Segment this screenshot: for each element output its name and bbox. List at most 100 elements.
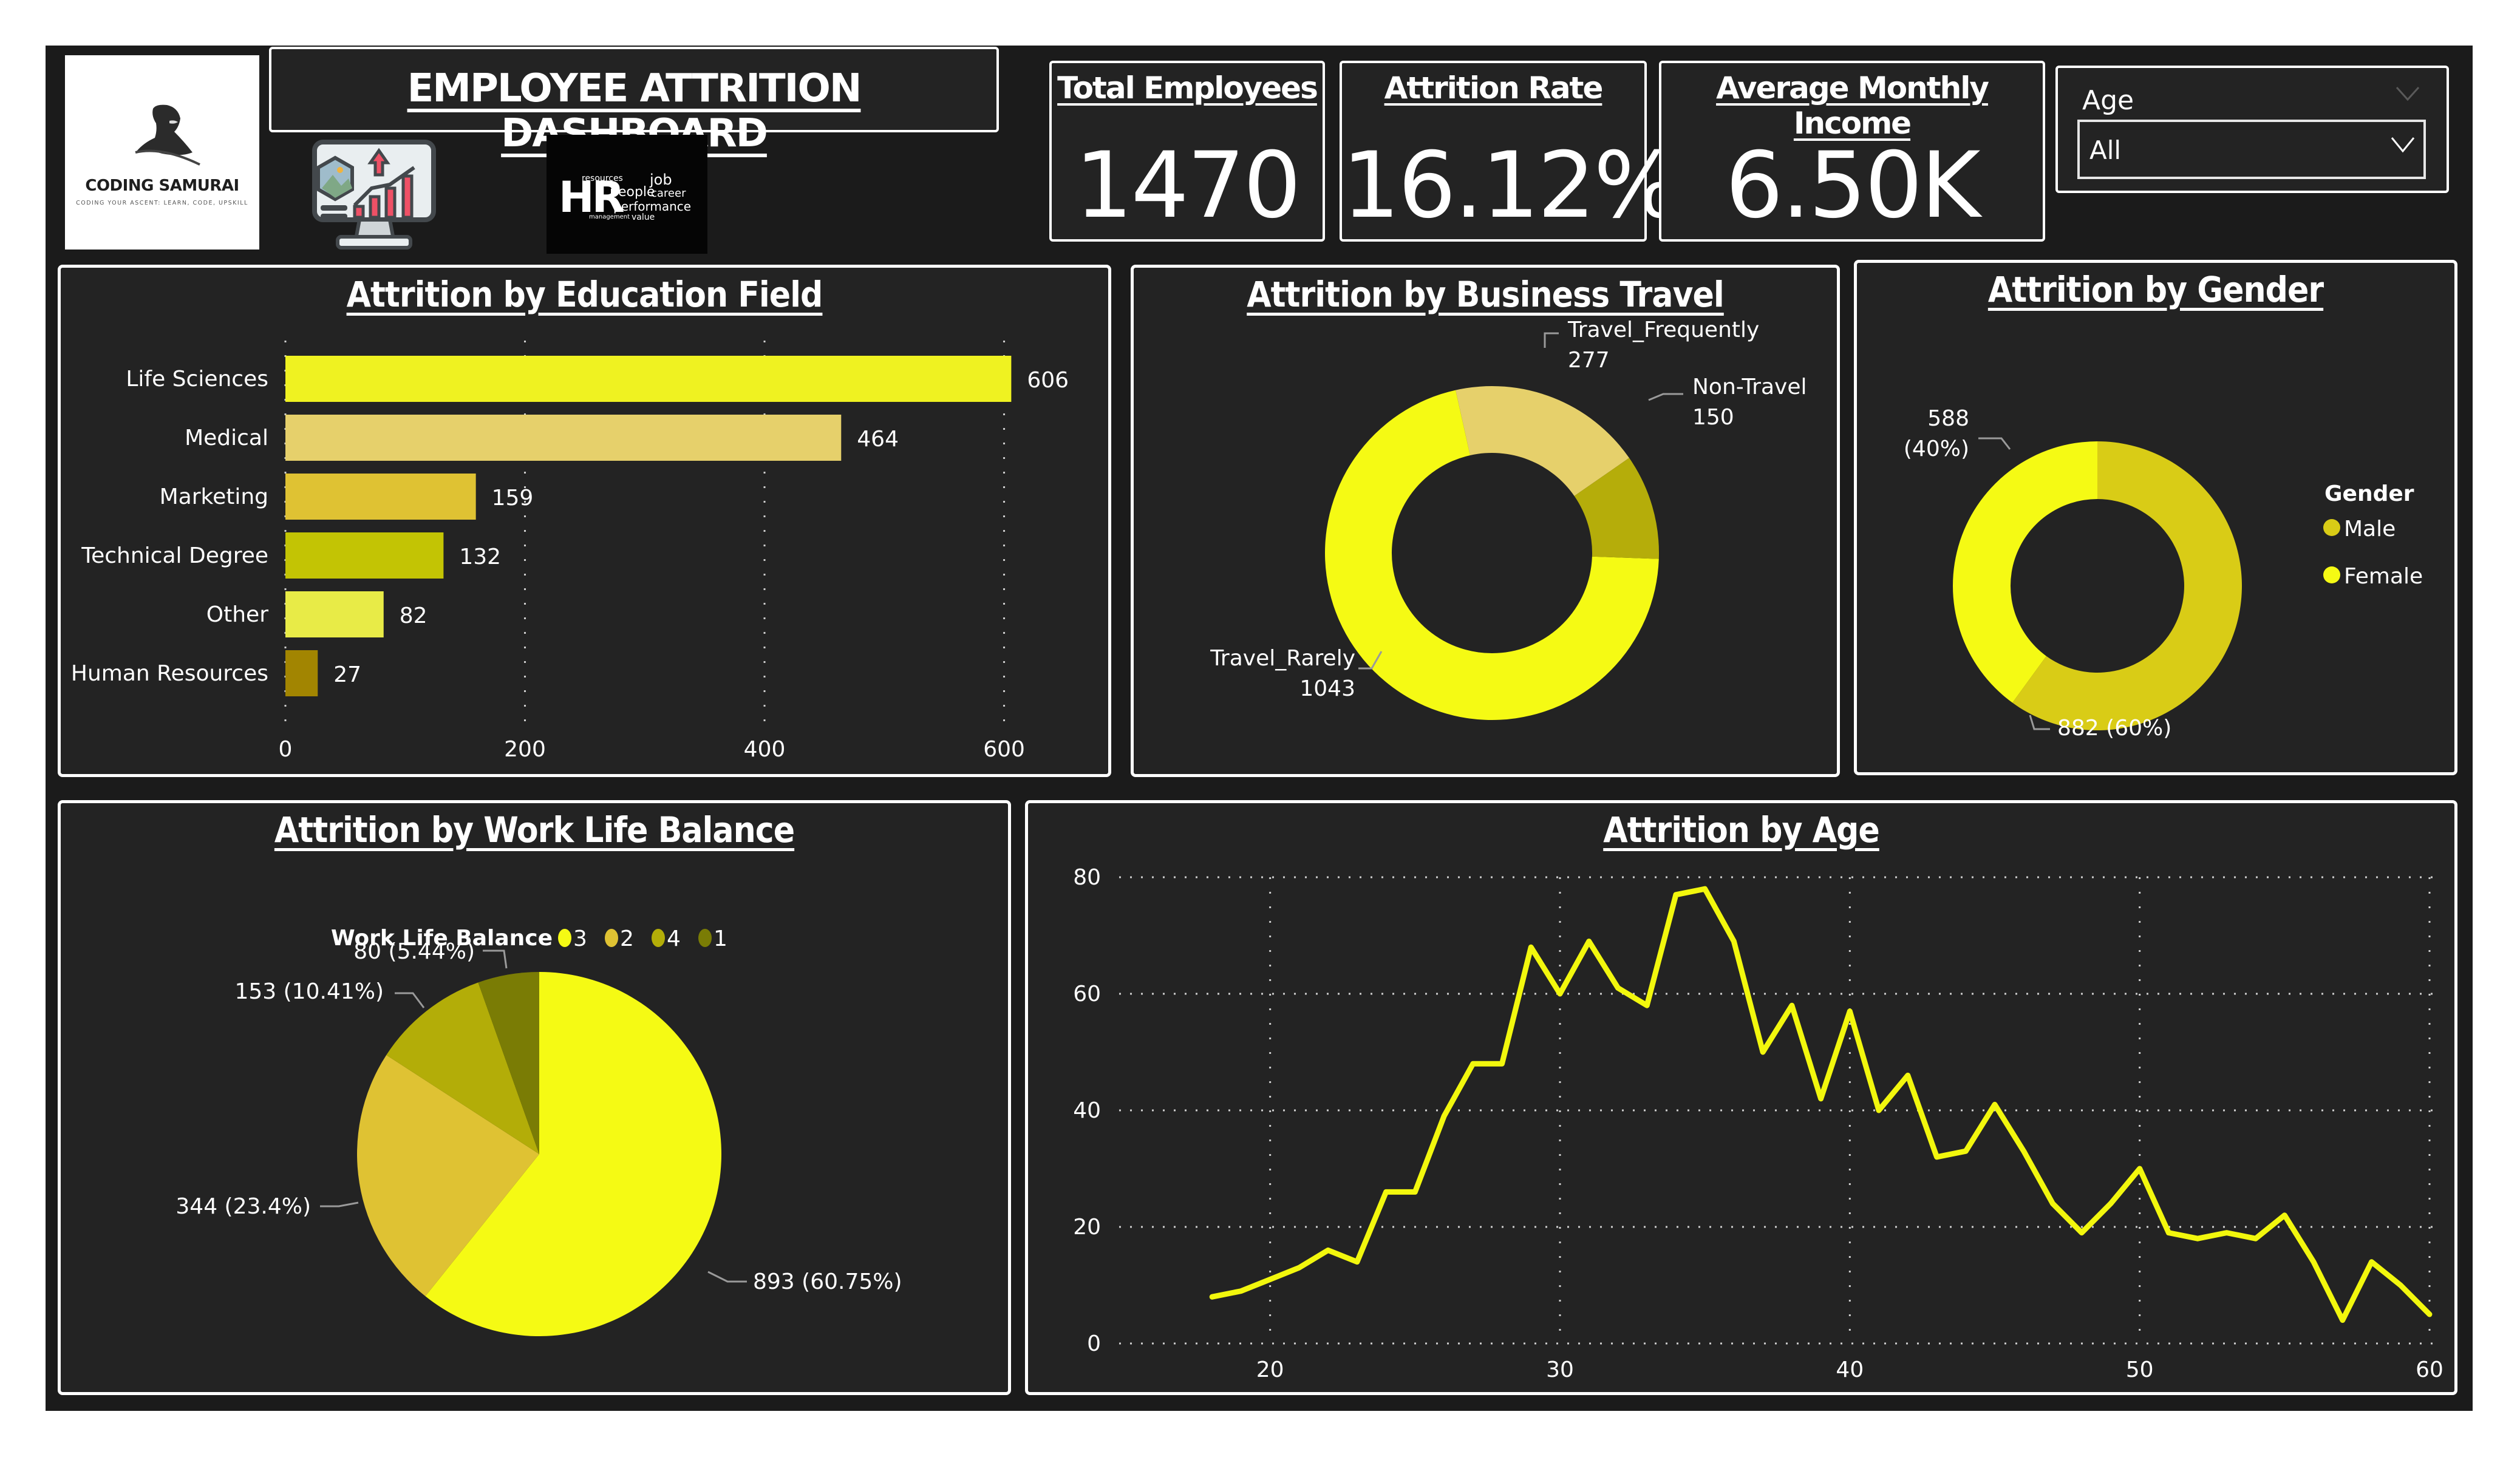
age-line-chart: 0 20 40 60 80 20 30 40 50 60: [1073, 865, 2443, 1382]
kpi-value: 6.50K: [1725, 133, 1980, 239]
data-label: 344 (23.4%): [175, 1194, 311, 1219]
data-label: Non-Travel: [1692, 375, 1807, 399]
legend-label: Female: [2344, 564, 2423, 589]
hr-cloud-word-resources: resources: [582, 174, 623, 183]
data-label: 27: [333, 662, 361, 687]
kpi-value: 16.12%: [1342, 133, 1680, 239]
legend-marker: [2323, 519, 2340, 536]
data-label: Travel_Frequently: [1567, 318, 1759, 342]
chevron-down-icon: [2391, 137, 2415, 153]
age-series-line: [1209, 886, 2433, 1323]
bar: [285, 591, 384, 637]
data-label: 277: [1568, 348, 1610, 373]
x-tick-label: 40: [1836, 1357, 1864, 1382]
data-label: 132: [459, 545, 501, 569]
slice-3: [425, 972, 721, 1336]
legend-marker: [2323, 566, 2340, 583]
legend-title: Work Life Balance: [331, 926, 553, 951]
dashboard-title-box: EMPLOYEE ATTRITION DASHBOARD: [269, 47, 999, 156]
kpi-label: Average Monthly Income: [1716, 70, 1989, 141]
x-tick-label: 30: [1546, 1357, 1574, 1382]
category-label: Marketing: [160, 484, 268, 509]
page-title: EMPLOYEE ATTRITION DASHBOARD: [407, 66, 862, 156]
leader-line: [707, 1271, 747, 1283]
data-label: 80 (5.44%): [353, 939, 475, 964]
y-tick-label: 0: [1087, 1331, 1101, 1356]
category-label: Technical Degree: [81, 543, 268, 568]
slice-non-travel: [1574, 458, 1659, 559]
gender-donut: 882 (60%) 588 (40%) Gender Male Female: [1904, 406, 2423, 741]
legend-marker: [652, 929, 665, 947]
hr-word-cloud-image: HR people career job performance resourc…: [547, 135, 707, 254]
logo-brand-text: CODING SAMURAI: [85, 177, 239, 195]
legend-title: Gender: [2324, 481, 2414, 506]
legend-label: 3: [573, 926, 587, 951]
x-tick-label: 20: [1256, 1357, 1284, 1382]
analytics-monitor-icon: [312, 140, 436, 250]
x-tick-label: 60: [2416, 1357, 2443, 1382]
y-tick-label: 80: [1073, 865, 1101, 890]
leader-line: [1978, 437, 2011, 450]
slice-female: [1953, 441, 2097, 703]
data-label: 150: [1692, 405, 1734, 430]
hr-cloud-word-career: career: [651, 187, 686, 200]
age-dropdown-value: All: [2089, 135, 2122, 165]
x-tick-label: 600: [983, 737, 1025, 762]
education-bar-chart: 0 200 400 600 Life Sciences 606 Medical 464 Mark…: [71, 341, 1069, 762]
bar: [285, 532, 444, 579]
data-label: 464: [857, 427, 899, 452]
slice-male: [2012, 441, 2242, 730]
chevron-down-icon[interactable]: [2396, 86, 2420, 102]
y-tick-label: 60: [1073, 982, 1101, 1007]
leader-line: [320, 1201, 359, 1207]
kpi-label: Attrition Rate: [1384, 70, 1604, 106]
slice-travel-frequently: [1456, 386, 1629, 496]
business-travel-chart-panel: Attrition by Business Travel Travel_Rare…: [1131, 265, 1840, 777]
data-label: 606: [1027, 368, 1069, 393]
x-tick-label: 0: [279, 737, 293, 762]
kpi-label: Total Employees: [1057, 70, 1318, 106]
category-label: Life Sciences: [126, 367, 268, 392]
chart-title: Attrition by Work Life Balance: [274, 809, 795, 851]
leader-line: [2029, 715, 2050, 730]
category-label: Other: [206, 602, 268, 627]
gender-chart-panel: Attrition by Gender 882 (60%) 588 (40%) Gen…: [1854, 260, 2457, 775]
legend-marker: [558, 929, 571, 947]
slicer-label: Age: [2082, 85, 2134, 116]
hr-cloud-word-performance: performance: [613, 199, 692, 214]
data-label: 882 (60%): [2057, 716, 2171, 741]
chart-title: Attrition by Education Field: [346, 274, 823, 315]
bar: [285, 650, 318, 696]
data-label: 159: [492, 486, 534, 511]
samurai-silhouette-icon: [135, 104, 200, 166]
legend-label: 4: [667, 926, 681, 951]
age-dropdown[interactable]: All: [2077, 120, 2426, 179]
chart-title: Attrition by Gender: [1987, 269, 2324, 310]
chart-title: Attrition by Age: [1603, 809, 1880, 851]
hr-cloud-word-people: people: [610, 185, 655, 200]
kpi-value: 1470: [1075, 133, 1301, 239]
legend-label: 2: [620, 926, 634, 951]
logo-tagline: CODING YOUR ASCENT: LEARN, CODE, UPSKILL: [76, 200, 248, 206]
education-field-chart-panel: Attrition by Education Field 0 200 400 600 L…: [58, 265, 1111, 777]
legend-label: 1: [713, 926, 727, 951]
legend-marker: [605, 929, 618, 947]
leader-line: [1544, 332, 1559, 348]
kpi-card-attrition-rate: Attrition Rate 16.12%: [1340, 61, 1680, 242]
bar: [285, 415, 842, 461]
legend-label: Male: [2344, 517, 2396, 542]
leader-line: [395, 992, 425, 1008]
data-label: (40%): [1904, 436, 1969, 461]
data-label: 893 (60.75%): [753, 1269, 902, 1294]
data-label: 1043: [1299, 676, 1355, 701]
kpi-card-average-monthly-income: Average Monthly Income 6.50K: [1659, 61, 2045, 242]
data-label: 588: [1927, 406, 1969, 431]
bar: [285, 474, 476, 520]
hr-cloud-word-management: management: [589, 214, 630, 220]
coding-samurai-logo: CODING SAMURAI CODING YOUR ASCENT: LEARN…: [65, 55, 259, 250]
slice-travel-rarely: [1325, 390, 1659, 720]
age-chart-panel: Attrition by Age 0 20 40 60 80 20 30 40 50 60: [1025, 800, 2457, 1395]
data-label: Travel_Rarely: [1210, 646, 1355, 671]
category-label: Medical: [185, 426, 268, 450]
slice-4: [386, 982, 539, 1154]
